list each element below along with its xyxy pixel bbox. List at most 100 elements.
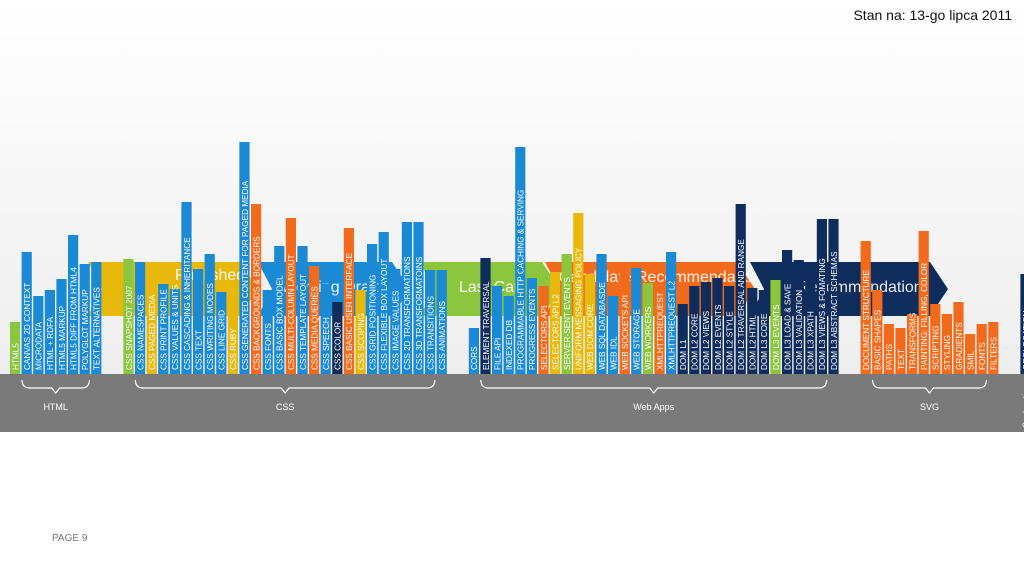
group-label: Geolocation bbox=[1022, 385, 1024, 428]
bar-label: HTML5 MARKUP bbox=[58, 305, 67, 370]
bar bbox=[747, 288, 758, 374]
bar bbox=[619, 268, 630, 374]
bar-label: INDEXED DB bbox=[505, 319, 514, 370]
bar bbox=[988, 322, 999, 374]
bar bbox=[631, 268, 642, 374]
bar bbox=[941, 314, 952, 374]
bar bbox=[561, 254, 572, 374]
group-label: CSS bbox=[276, 402, 295, 412]
bar bbox=[492, 286, 503, 374]
bar bbox=[895, 328, 906, 374]
bar-label: CSS GRID POSITIONING bbox=[368, 274, 377, 370]
bar bbox=[390, 269, 401, 374]
bar-label: PAINTING: FILLING, COLOR bbox=[920, 263, 929, 370]
bar bbox=[274, 246, 285, 374]
bar-label: SMIL bbox=[966, 350, 975, 370]
group-bracket bbox=[21, 379, 90, 394]
bar-label: CANVAS 2D CONTEXT bbox=[23, 283, 32, 370]
bar-label: DOM L2 EVENTS bbox=[714, 304, 723, 370]
bar bbox=[758, 290, 769, 374]
bar-label: CSS NAMESPACES bbox=[136, 294, 145, 370]
bar bbox=[251, 204, 262, 374]
bar bbox=[608, 296, 619, 374]
bar bbox=[550, 272, 561, 374]
bar bbox=[367, 244, 378, 374]
bar bbox=[68, 235, 79, 374]
bar-labels: HTML5 CANVAS 2D CONTEXT MICRODATA HTML + RD… bbox=[11, 180, 1024, 370]
bar-label: DOCUMENT STRUCTURE bbox=[862, 270, 871, 370]
bar bbox=[44, 290, 55, 374]
bar bbox=[480, 258, 491, 374]
bar bbox=[297, 246, 308, 374]
bar bbox=[712, 278, 723, 374]
bars bbox=[10, 142, 1024, 374]
bar-label: CSS LINE GRID bbox=[218, 310, 227, 370]
bar-label: WEB DOM CORE bbox=[586, 304, 595, 370]
bar bbox=[146, 276, 157, 374]
bar bbox=[135, 262, 146, 374]
bar bbox=[782, 250, 793, 374]
bar bbox=[538, 286, 549, 374]
bar bbox=[262, 290, 273, 374]
bar-label: SELECTORS API L2 bbox=[551, 294, 560, 370]
bar bbox=[515, 147, 526, 374]
bar-label: CSS VALUES & UNITS bbox=[171, 284, 180, 370]
bar-label: XMLHTTPREQUEST L2 bbox=[667, 281, 676, 370]
bar bbox=[526, 278, 537, 374]
bar bbox=[309, 266, 320, 374]
bar-label: UNIFORM MESSAGING POLICY bbox=[575, 247, 584, 370]
bar bbox=[320, 284, 331, 374]
date-stamp: Stan na: 13-go lipca 2011 bbox=[853, 7, 1012, 23]
bar-label: CSS ANIMATIONS bbox=[438, 300, 447, 370]
bar-label: CSS MEDIA QUERIES bbox=[310, 286, 319, 370]
bar-label: WEB SOCKETS API bbox=[621, 295, 630, 370]
bar bbox=[91, 262, 102, 374]
bar bbox=[378, 232, 389, 374]
bar-label: DOM L2 STYLE bbox=[725, 311, 734, 370]
bar bbox=[169, 289, 180, 374]
bar-label: CSS PRINT PROFILE bbox=[160, 289, 169, 370]
bar-label: TRANSFORMS bbox=[908, 312, 917, 370]
bar bbox=[816, 219, 827, 374]
bar bbox=[503, 296, 514, 374]
bar-label: DOM L2 TRAVERSAL AND RANGE bbox=[737, 239, 746, 370]
bar bbox=[413, 222, 424, 374]
bar bbox=[355, 290, 366, 374]
bar bbox=[79, 264, 90, 374]
bar-label: CSS BASIC BOX MODEL bbox=[276, 275, 285, 370]
bar-label: CSS BASIC USER INTERFACE bbox=[345, 253, 354, 370]
bar-label: GRADIENTS bbox=[955, 322, 964, 370]
bar bbox=[425, 270, 436, 374]
bar bbox=[227, 306, 238, 374]
bar bbox=[584, 274, 595, 374]
bar-label: DOM L3 VIEWS & FOMATING bbox=[818, 258, 827, 370]
bar-label: SCRIPTING bbox=[932, 325, 941, 370]
bar bbox=[193, 269, 204, 374]
bar-label: DOM L3 VALIDATION bbox=[795, 290, 804, 370]
bar bbox=[239, 142, 250, 374]
bar bbox=[343, 228, 354, 374]
bar-label: TEXT bbox=[897, 349, 906, 370]
bar bbox=[204, 254, 215, 374]
bar-label: CORS bbox=[470, 346, 479, 370]
bar-label: CSS GENERATED CONTENT FOR PAGED MEDIA bbox=[241, 180, 250, 370]
bar-label: DOM L3 ABSTRACT SCHEMAS bbox=[830, 251, 839, 370]
bar bbox=[123, 259, 134, 374]
group-label: SVG bbox=[920, 402, 939, 412]
bar bbox=[860, 241, 871, 374]
bar-label: HTML + RDFA bbox=[46, 316, 55, 370]
bar bbox=[56, 279, 67, 374]
bar bbox=[735, 204, 746, 374]
bar-label: CSS WRITING MODES bbox=[206, 283, 215, 370]
bar-label: CSS CASCADING & INHERITANCE bbox=[183, 237, 192, 370]
bar-label: CSS TRANSITIONS bbox=[426, 295, 435, 370]
bar bbox=[770, 280, 781, 374]
bar bbox=[401, 222, 412, 374]
bar-label: BASIC SHAPES bbox=[874, 309, 883, 370]
bar-label: DOM L3 CORE bbox=[760, 313, 769, 370]
bar bbox=[953, 302, 964, 374]
bar bbox=[10, 322, 21, 374]
bar-label: CSS RUBY bbox=[229, 328, 238, 370]
